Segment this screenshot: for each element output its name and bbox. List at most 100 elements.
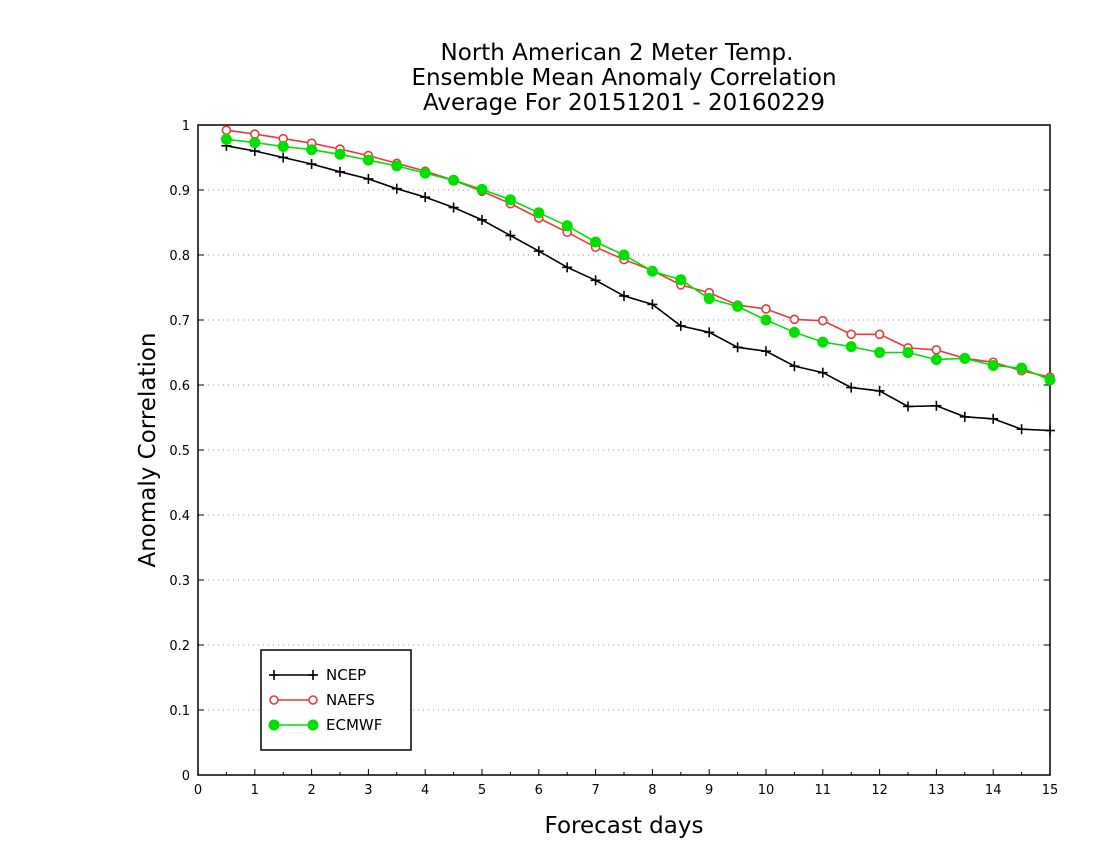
y-tick-label: 0.6 (169, 379, 190, 394)
x-axis-label: Forecast days (545, 813, 704, 839)
data-point-naefs (817, 315, 828, 326)
data-point-ecmwf (533, 207, 545, 219)
y-tick-label: 0.1 (169, 704, 190, 719)
data-point-ecmwf (874, 347, 886, 358)
data-point-ncep (420, 192, 431, 203)
data-point-ecmwf (1044, 374, 1056, 386)
data-point-ecmwf (1016, 362, 1028, 374)
legend-marker-ecmwf (307, 719, 319, 731)
data-point-ncep (988, 413, 999, 424)
data-point-ecmwf (419, 167, 431, 179)
legend-marker-ncep (269, 670, 279, 680)
data-point-ncep (817, 367, 828, 378)
x-tick-label: 4 (421, 783, 429, 798)
data-point-ecmwf (334, 148, 346, 160)
data-point-naefs (221, 125, 232, 135)
x-tick-label: 10 (758, 783, 775, 798)
data-point-ecmwf (646, 265, 658, 277)
legend-entry-ncep: NCEP (269, 666, 366, 684)
data-point-ncep (647, 299, 658, 310)
legend-marker-ecmwf (268, 719, 280, 731)
data-point-ecmwf (817, 336, 829, 348)
data-point-ncep (732, 342, 743, 353)
data-point-ncep (931, 400, 942, 411)
x-axis-ticks: 0 1 2 3 4 5 6 7 8 9 10 11 12 13 14 15 (194, 769, 1058, 798)
legend-label-naefs: NAEFS (326, 691, 375, 709)
y-tick-label: 0 (182, 769, 190, 784)
x-tick-label: 12 (871, 783, 888, 798)
x-tick-label: 2 (307, 783, 315, 798)
x-tick-label: 9 (705, 783, 713, 798)
legend-label-ecmwf: ECMWF (326, 716, 382, 734)
data-point-naefs (250, 129, 260, 139)
series-ncep (221, 140, 1055, 436)
data-point-ecmwf (448, 174, 460, 186)
data-point-ncep (533, 246, 544, 257)
data-point-ncep (335, 166, 345, 177)
y-tick-label: 0.4 (169, 509, 190, 524)
y-axis-label: Anomaly Correlation (135, 332, 161, 567)
y-tick-label: 0.5 (169, 444, 190, 459)
data-point-ncep (477, 214, 487, 225)
data-point-ncep (874, 385, 885, 396)
legend-marker-naefs (269, 695, 279, 705)
data-point-ncep (1045, 425, 1055, 436)
data-point-naefs (931, 345, 942, 355)
y-tick-label: 0.2 (169, 639, 190, 654)
title-line-3: Average For 20151201 - 20160229 (423, 90, 825, 116)
legend-label-ncep: NCEP (326, 666, 366, 684)
x-tick-label: 13 (928, 783, 945, 798)
data-point-ecmwf (675, 274, 687, 286)
data-point-ncep (1016, 424, 1027, 435)
series-naefs (221, 125, 1055, 383)
data-point-ncep (619, 290, 629, 301)
legend-marker-naefs (308, 695, 318, 705)
legend: NCEP NAEFS ECMWF (260, 649, 412, 751)
data-point-ecmwf (845, 341, 857, 353)
y-tick-label: 0.7 (169, 314, 190, 329)
data-point-ncep (789, 361, 800, 372)
data-point-ncep (704, 327, 715, 338)
data-point-ecmwf (618, 249, 630, 261)
data-point-ecmwf (703, 293, 715, 305)
data-point-ecmwf (504, 194, 516, 206)
data-point-ecmwf (590, 236, 602, 248)
data-point-ncep (562, 262, 573, 273)
data-point-ncep (363, 173, 374, 184)
data-point-ecmwf (476, 183, 488, 195)
x-tick-label: 5 (478, 783, 486, 798)
data-point-ecmwf (220, 133, 232, 145)
legend-entry-ecmwf: ECMWF (268, 716, 382, 734)
x-tick-label: 14 (985, 783, 1002, 798)
y-tick-label: 1 (182, 119, 190, 134)
data-point-ecmwf (249, 137, 261, 149)
x-tick-label: 15 (1042, 783, 1059, 798)
data-point-ncep (846, 382, 857, 393)
y-tick-label: 0.3 (169, 574, 190, 589)
data-point-ecmwf (788, 326, 800, 338)
data-point-ecmwf (391, 160, 403, 172)
data-point-naefs (789, 314, 800, 325)
data-point-ncep (306, 159, 317, 169)
data-point-ncep (505, 230, 516, 241)
data-point-ecmwf (732, 300, 744, 312)
data-point-ncep (391, 183, 402, 194)
data-point-ecmwf (277, 140, 289, 152)
x-tick-label: 7 (591, 783, 599, 798)
data-point-ecmwf (930, 354, 942, 366)
data-point-ncep (959, 411, 970, 422)
x-tick-label: 0 (194, 783, 202, 798)
data-point-naefs (761, 304, 771, 314)
series-line-naefs (226, 129, 1051, 378)
data-point-naefs (874, 329, 885, 340)
chart-title: North American 2 Meter Temp. Ensemble Me… (411, 40, 836, 116)
data-point-ncep (903, 401, 913, 412)
data-point-ecmwf (959, 352, 971, 364)
title-line-1: North American 2 Meter Temp. (441, 40, 794, 66)
x-tick-label: 8 (648, 783, 656, 798)
data-point-ncep (278, 152, 289, 163)
y-axis-ticks: 0 0.1 0.2 0.3 0.4 0.5 0.6 0.7 0.8 0.9 1 (169, 119, 1050, 784)
data-point-ecmwf (561, 220, 573, 232)
series-ecmwf (220, 133, 1056, 386)
